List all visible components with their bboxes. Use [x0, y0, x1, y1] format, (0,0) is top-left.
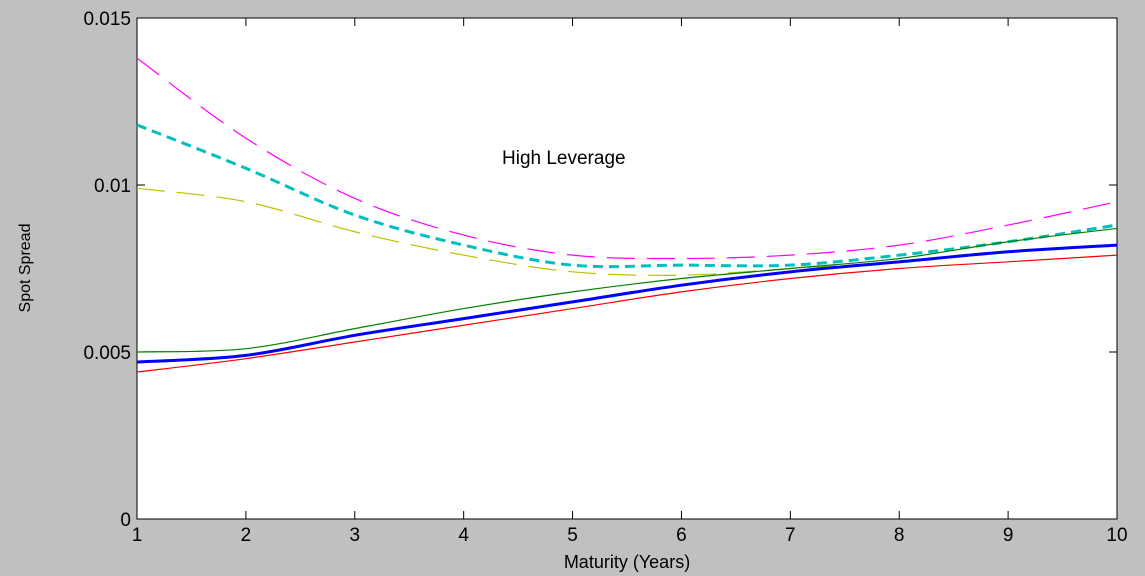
plot-area	[136, 17, 1118, 520]
y-tick-label: 0.005	[83, 343, 131, 364]
series-line-1	[136, 57, 1118, 260]
series-line-2	[136, 123, 1118, 269]
x-tick-label: 4	[458, 525, 469, 546]
x-tick-label: 2	[241, 525, 252, 546]
x-tick-label: 6	[676, 525, 687, 546]
y-tick-label: 0	[120, 510, 131, 531]
x-tick-label: 3	[349, 525, 360, 546]
x-tick-label: 1	[132, 525, 143, 546]
y-tick-label: 0.01	[94, 176, 131, 197]
x-tick-label: 10	[1106, 525, 1127, 546]
x-axis-label: Maturity (Years)	[564, 552, 690, 572]
x-tick-label: 8	[894, 525, 905, 546]
y-tick-label: 0.015	[83, 9, 131, 30]
series-line-5	[136, 243, 1118, 364]
x-axis-ticks: 1 2 3 4 5 6 7 8 9 10	[132, 18, 1128, 546]
series-line-6	[136, 254, 1118, 373]
x-tick-label: 9	[1003, 525, 1014, 546]
series-lines	[136, 57, 1118, 373]
x-tick-label: 5	[567, 525, 578, 546]
series-line-4	[136, 227, 1118, 353]
annotation-label: High Leverage	[502, 148, 626, 169]
y-axis-ticks: 0 0.005 0.01 0.015	[83, 9, 1117, 531]
y-axis-label: Spot Spread	[17, 224, 34, 313]
x-tick-label: 7	[785, 525, 796, 546]
